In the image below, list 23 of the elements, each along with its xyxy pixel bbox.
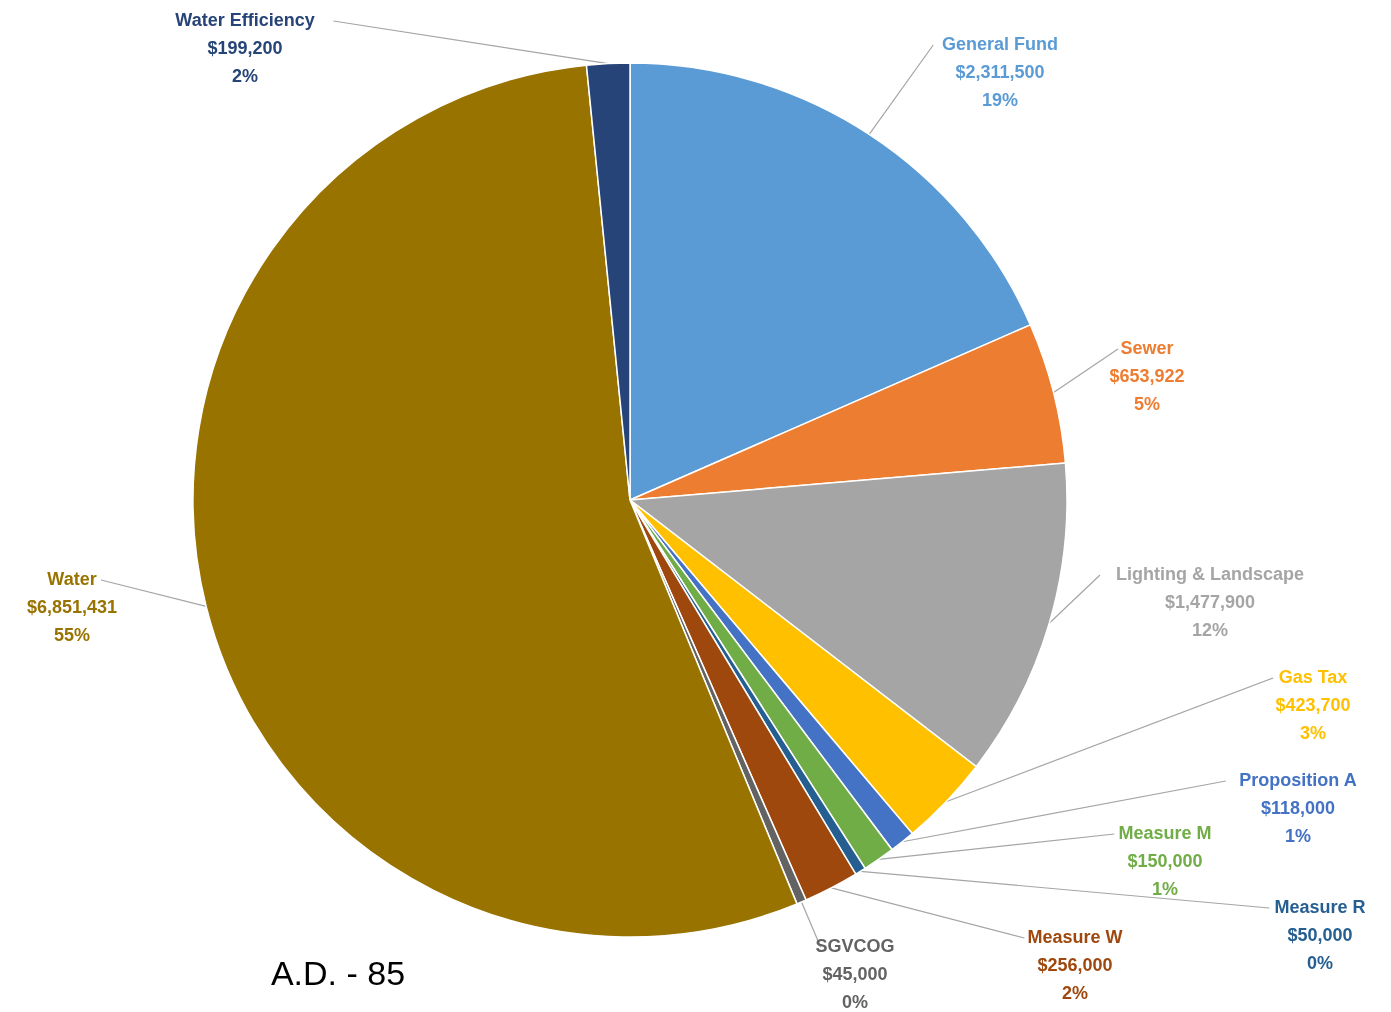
slice-label: Measure M xyxy=(1118,823,1212,843)
slice-label: Measure R xyxy=(1274,897,1366,917)
slice-label: General Fund xyxy=(941,34,1059,54)
slice-label: Gas Tax xyxy=(1278,667,1348,687)
slice-label: Sewer xyxy=(1120,338,1174,358)
slice-label: Water Efficiency xyxy=(175,10,315,30)
data-label: $653,922 5% xyxy=(1109,366,1185,414)
data-label: $256,000 2% xyxy=(1037,955,1113,1003)
slice-label: Water xyxy=(47,569,97,589)
text: A.D. - 85 xyxy=(270,954,406,992)
data-label: $199,200 2% xyxy=(207,38,283,86)
data-label: $150,000 1% xyxy=(1127,851,1203,899)
data-label: $2,311,500 19% xyxy=(955,62,1045,110)
data-label: $118,000 1% xyxy=(1260,798,1336,846)
slice-label: SGVCOG xyxy=(815,936,895,956)
data-label: $50,000 0% xyxy=(1287,925,1353,973)
slice-label: Measure W xyxy=(1027,927,1123,947)
data-label: $1,477,900 12% xyxy=(1164,592,1256,640)
data-label: $45,000 0% xyxy=(822,964,888,1012)
slice-label: Lighting & Landscape xyxy=(1115,564,1305,584)
slice-label: Proposition A xyxy=(1239,770,1357,790)
data-label: $6,851,431 55% xyxy=(26,597,118,645)
data-label: $423,700 3% xyxy=(1275,695,1351,743)
